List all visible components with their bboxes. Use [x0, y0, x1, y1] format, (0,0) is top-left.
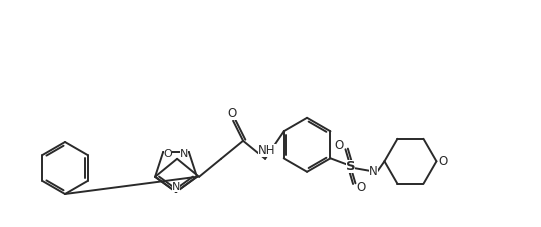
Text: N: N	[180, 149, 188, 159]
Text: O: O	[357, 181, 366, 194]
Text: NH: NH	[258, 144, 276, 157]
Text: S: S	[346, 160, 355, 173]
Text: N: N	[172, 182, 180, 192]
Text: O: O	[164, 149, 173, 159]
Text: N: N	[369, 165, 378, 178]
Text: O: O	[227, 107, 237, 120]
Text: O: O	[439, 155, 448, 168]
Text: O: O	[335, 139, 344, 152]
